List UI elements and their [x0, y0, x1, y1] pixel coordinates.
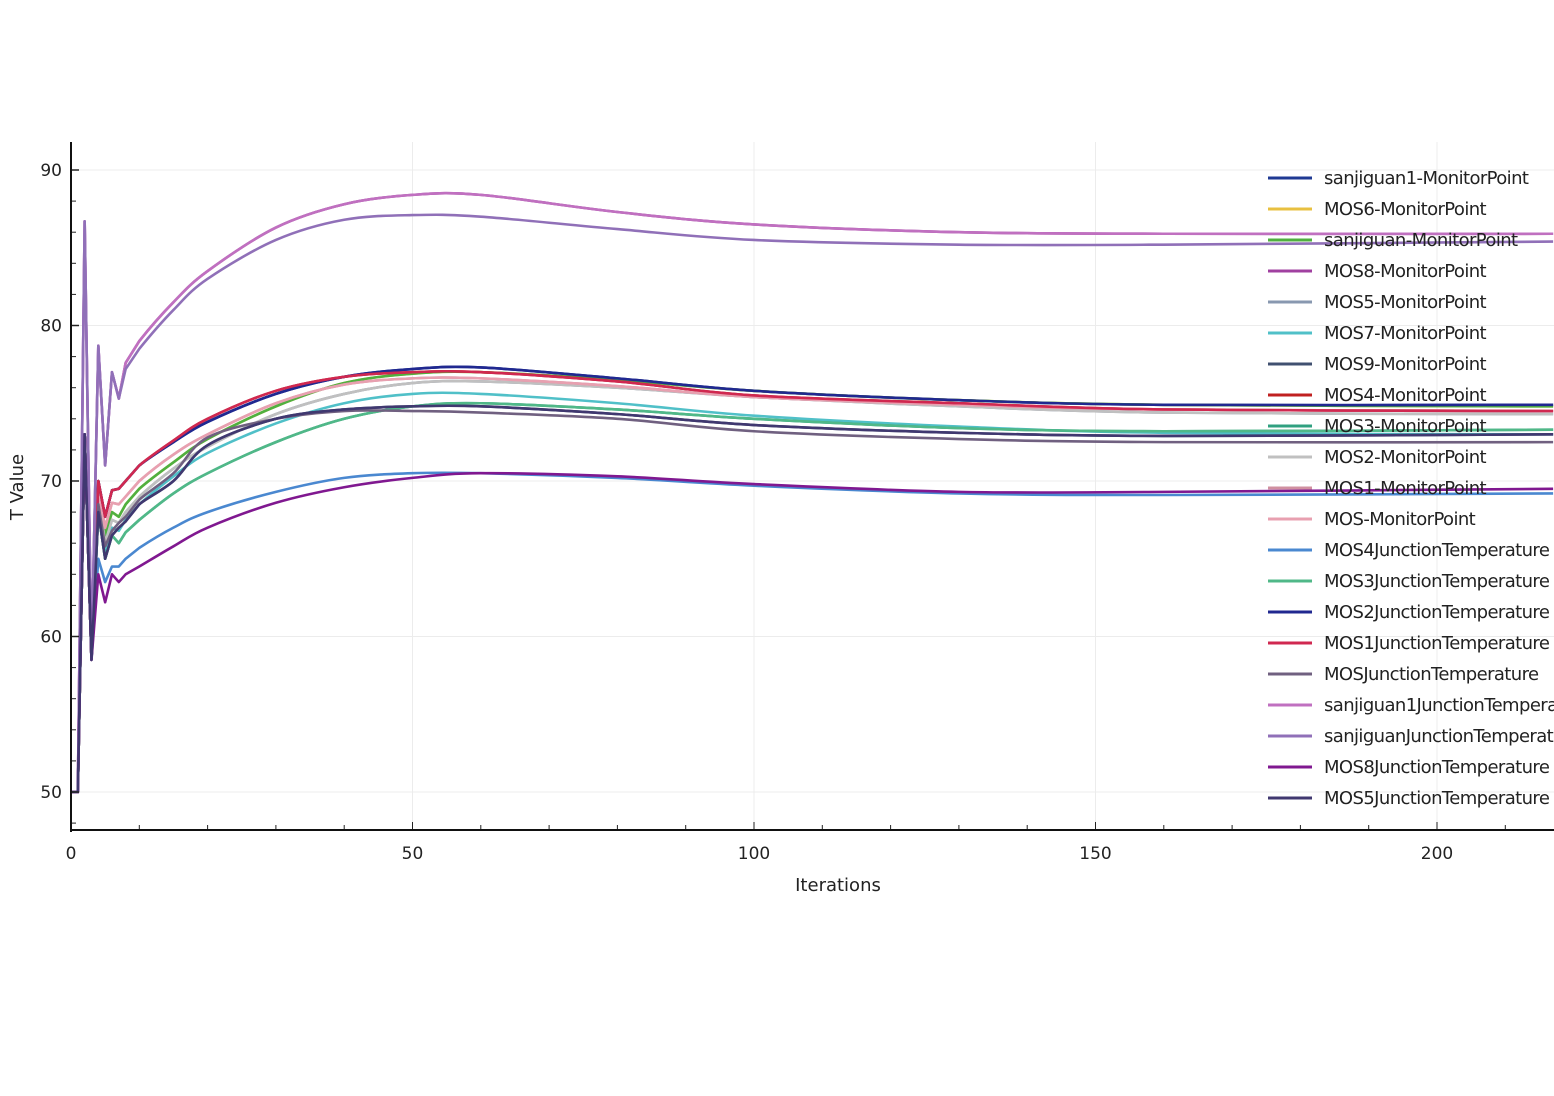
x-tick-label: 200: [1421, 844, 1453, 864]
y-tick-label: 80: [40, 317, 62, 337]
legend-label: sanjiguanJunctionTemperature: [1324, 726, 1554, 747]
legend-item[interactable]: MOS3-MonitorPoint: [1268, 416, 1487, 437]
y-tick-label: 90: [40, 161, 62, 181]
legend-label: MOS6-MonitorPoint: [1324, 199, 1487, 220]
legend-label: sanjiguan-MonitorPoint: [1324, 230, 1518, 251]
legend-label: MOS5-MonitorPoint: [1324, 292, 1487, 313]
legend-item[interactable]: MOS2JunctionTemperature: [1268, 602, 1550, 623]
legend-item[interactable]: MOS5-MonitorPoint: [1268, 292, 1487, 313]
legend-label: MOS4JunctionTemperature: [1324, 540, 1550, 561]
legend-label: MOS2JunctionTemperature: [1324, 602, 1550, 623]
legend-item[interactable]: MOSJunctionTemperature: [1268, 664, 1540, 685]
legend-label: MOSJunctionTemperature: [1324, 664, 1539, 685]
legend-label: MOS7-MonitorPoint: [1324, 323, 1487, 344]
legend[interactable]: sanjiguan1-MonitorPoint MOS6-MonitorPoint…: [1268, 168, 1554, 809]
legend-item[interactable]: MOS1JunctionTemperature: [1268, 633, 1550, 654]
legend-item[interactable]: MOS4JunctionTemperature: [1268, 540, 1550, 561]
legend-label: MOS1-MonitorPoint: [1324, 478, 1487, 499]
series-line: [72, 404, 1554, 794]
x-tick-label: 150: [1079, 844, 1111, 864]
legend-label: MOS8-MonitorPoint: [1324, 261, 1487, 282]
legend-item[interactable]: MOS-MonitorPoint: [1268, 509, 1476, 530]
x-tick-label: 0: [66, 844, 77, 864]
legend-item[interactable]: MOS8JunctionTemperature: [1268, 757, 1550, 778]
axes: 0 50 100 150 200 50 60 70 80 90: [40, 142, 1554, 864]
legend-item[interactable]: sanjiguan-MonitorPoint: [1268, 230, 1519, 251]
legend-label: MOS5JunctionTemperature: [1324, 788, 1550, 809]
legend-label: MOS3JunctionTemperature: [1324, 571, 1550, 592]
legend-label: sanjiguan1JunctionTemperature: [1324, 695, 1554, 716]
legend-label: MOS1JunctionTemperature: [1324, 633, 1550, 654]
x-axis-title: Iterations: [795, 875, 881, 896]
legend-item[interactable]: MOS6-MonitorPoint: [1268, 199, 1487, 220]
legend-item[interactable]: MOS2-MonitorPoint: [1268, 447, 1487, 468]
legend-label: MOS8JunctionTemperature: [1324, 757, 1550, 778]
legend-item[interactable]: MOS9-MonitorPoint: [1268, 354, 1487, 375]
legend-item[interactable]: MOS5JunctionTemperature: [1268, 788, 1550, 809]
series-lines: [72, 191, 1554, 794]
x-tick-label: 100: [738, 844, 770, 864]
legend-label: MOS4-MonitorPoint: [1324, 385, 1487, 406]
legend-item[interactable]: MOS3JunctionTemperature: [1268, 571, 1550, 592]
legend-item[interactable]: sanjiguan1JunctionTemperature: [1268, 695, 1554, 716]
legend-item[interactable]: sanjiguanJunctionTemperature: [1268, 726, 1554, 747]
legend-label: sanjiguan1-MonitorPoint: [1324, 168, 1529, 189]
legend-item[interactable]: MOS8-MonitorPoint: [1268, 261, 1487, 282]
legend-item[interactable]: MOS7-MonitorPoint: [1268, 323, 1487, 344]
legend-label: MOS-MonitorPoint: [1324, 509, 1476, 530]
legend-item[interactable]: MOS1-MonitorPoint: [1268, 478, 1487, 499]
y-axis-title: T Value: [7, 454, 28, 521]
y-tick-label: 70: [40, 472, 62, 492]
legend-label: MOS2-MonitorPoint: [1324, 447, 1487, 468]
x-tick-label: 50: [402, 844, 424, 864]
legend-label: MOS9-MonitorPoint: [1324, 354, 1487, 375]
y-tick-label: 60: [40, 628, 62, 648]
y-tick-label: 50: [40, 783, 62, 803]
legend-item[interactable]: sanjiguan1-MonitorPoint: [1268, 168, 1529, 189]
legend-label: MOS3-MonitorPoint: [1324, 416, 1487, 437]
legend-item[interactable]: MOS4-MonitorPoint: [1268, 385, 1487, 406]
series-line: [72, 213, 1554, 794]
